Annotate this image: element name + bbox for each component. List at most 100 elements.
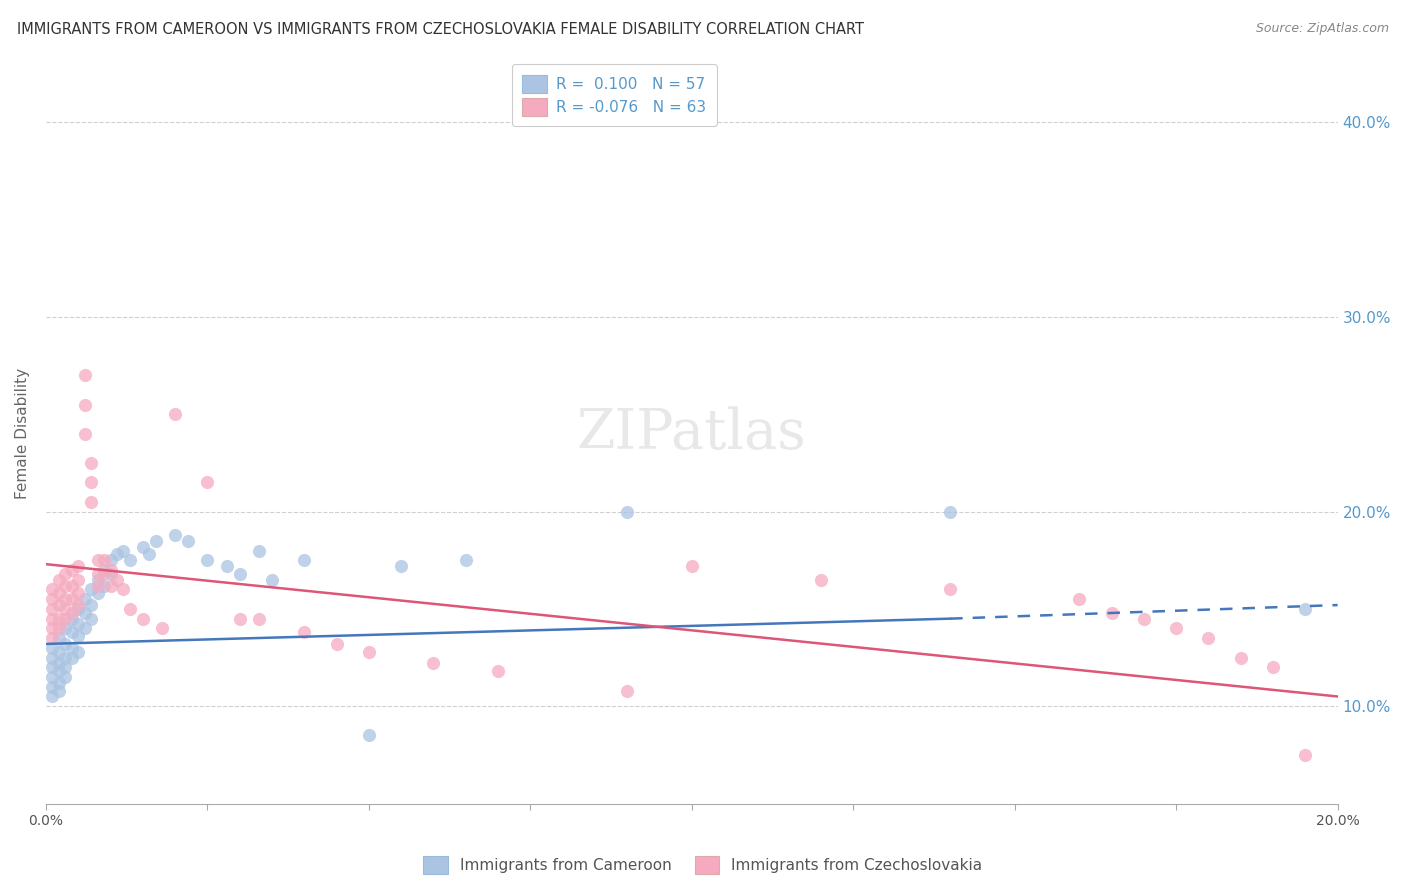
Point [48,657,70,671]
Text: Source: ZipAtlas.com: Source: ZipAtlas.com [1256,22,1389,36]
Point [118,602,141,616]
Point [80,582,103,597]
Point [60,563,83,577]
Point [80,612,103,626]
Point [67,573,90,587]
Point [67,598,90,612]
Point [1101,606,1123,620]
Point [454,553,477,567]
Point [48,645,70,659]
Point [93,578,115,592]
Point [1133,612,1156,626]
Point [292,553,315,567]
Point [53,602,76,616]
Point [41,660,63,674]
Point [105,548,128,562]
Point [67,629,90,643]
Point [53,660,76,674]
Point [325,637,347,651]
Point [41,602,63,616]
Point [80,475,103,490]
Point [41,631,63,645]
Point [41,582,63,597]
Point [118,553,141,567]
Point [48,586,70,600]
Point [73,621,96,635]
Point [616,683,638,698]
Point [60,640,83,655]
Point [357,645,380,659]
Point [80,495,103,509]
Point [60,625,83,640]
Point [1261,660,1284,674]
Point [132,540,155,554]
Point [41,592,63,607]
Point [138,548,160,562]
Point [145,533,167,548]
Point [48,621,70,635]
Point [357,728,380,742]
Point [1198,631,1220,645]
Point [422,657,444,671]
Point [73,426,96,441]
Legend: Immigrants from Cameroon, Immigrants from Czechoslovakia: Immigrants from Cameroon, Immigrants fro… [418,850,988,880]
Point [41,690,63,704]
Point [616,505,638,519]
Point [112,543,135,558]
Point [53,566,76,581]
Point [60,606,83,620]
Point [41,612,63,626]
Point [93,553,115,567]
Point [73,592,96,607]
Point [41,670,63,684]
Point [165,407,187,421]
Point [48,676,70,690]
Point [228,566,250,581]
Point [53,621,76,635]
Point [53,612,76,626]
Point [73,368,96,383]
Point [260,573,283,587]
Point [41,621,63,635]
Point [150,621,173,635]
Point [67,586,90,600]
Point [681,559,703,574]
Point [53,637,76,651]
Point [41,680,63,694]
Point [1294,602,1316,616]
Point [86,586,108,600]
Legend: R =  0.100   N = 57, R = -0.076   N = 63: R = 0.100 N = 57, R = -0.076 N = 63 [512,64,717,127]
Point [41,650,63,665]
Point [86,553,108,567]
Text: IMMIGRANTS FROM CAMEROON VS IMMIGRANTS FROM CZECHOSLOVAKIA FEMALE DISABILITY COR: IMMIGRANTS FROM CAMEROON VS IMMIGRANTS F… [17,22,863,37]
Point [247,612,270,626]
Point [48,612,70,626]
Point [112,582,135,597]
Point [86,578,108,592]
Point [105,573,128,587]
Point [60,650,83,665]
Point [73,398,96,412]
Point [48,573,70,587]
Point [939,582,962,597]
Point [100,566,122,581]
Point [132,612,155,626]
Point [80,456,103,470]
Point [228,612,250,626]
Text: ZIPatlas: ZIPatlas [576,407,807,461]
Point [53,592,76,607]
Point [389,559,412,574]
Point [53,650,76,665]
Point [60,612,83,626]
Point [100,553,122,567]
Y-axis label: Female Disability: Female Disability [15,368,30,500]
Point [100,563,122,577]
Point [41,640,63,655]
Point [197,475,219,490]
Point [48,598,70,612]
Point [73,606,96,620]
Point [93,566,115,581]
Point [165,528,187,542]
Point [486,664,509,678]
Point [292,625,315,640]
